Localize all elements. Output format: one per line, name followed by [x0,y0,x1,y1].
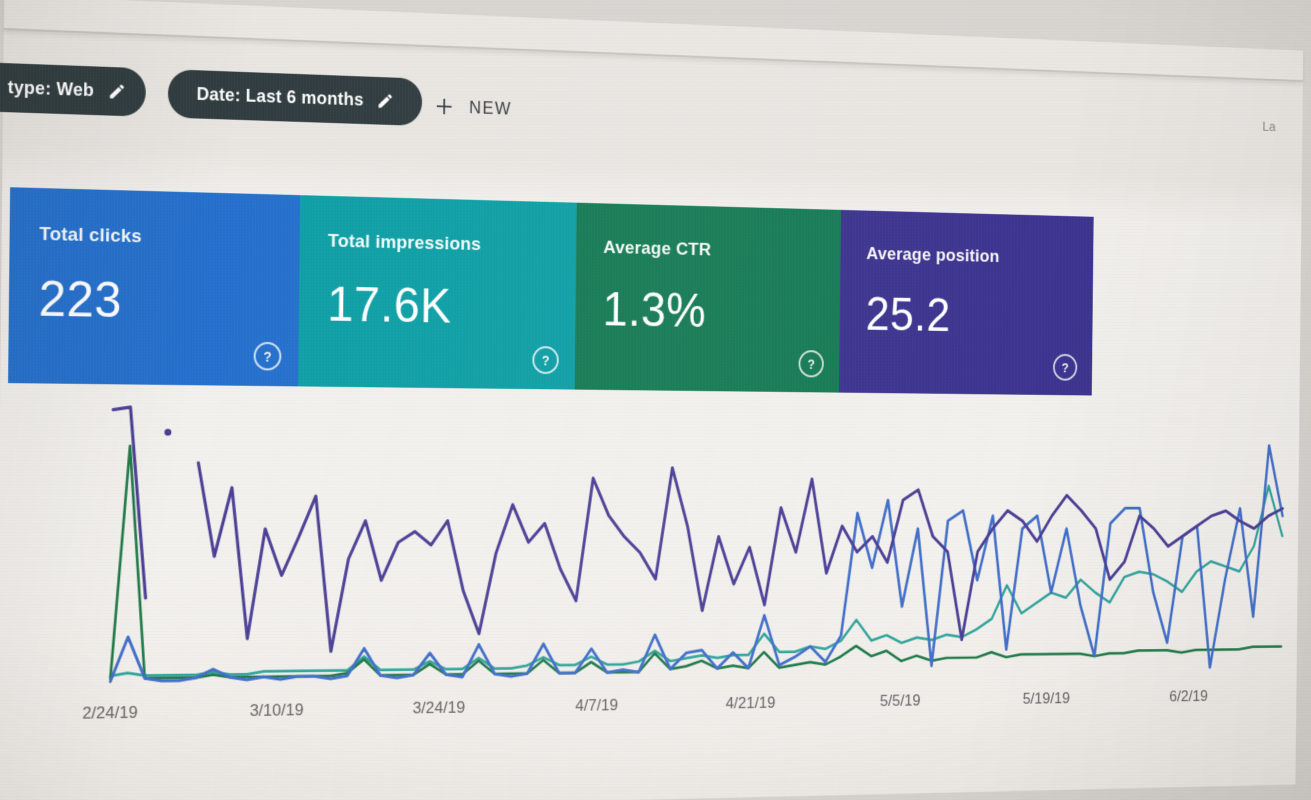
x-axis-tick-label: 4/7/19 [575,695,619,715]
metric-card-total-clicks[interactable]: Total clicks 223 ? [8,187,301,387]
new-button-label: NEW [469,97,512,118]
metric-card-total-impressions[interactable]: Total impressions 17.6K ? [298,195,577,390]
metric-card-value: 1.3% [602,282,707,338]
x-axis-tick-label: 5/5/19 [879,691,921,710]
last-updated-label: La [1262,118,1276,135]
x-axis-tick-label: 3/10/19 [249,700,304,720]
x-axis: 2/24/19 3/10/19 3/24/19 4/7/19 4/21/19 5/5/19… [26,393,1307,737]
filter-chip-search-type[interactable]: type: Web [0,58,146,117]
help-icon[interactable]: ? [532,346,559,375]
new-filter-button[interactable]: NEW [433,95,512,121]
metric-card-title: Average CTR [603,237,712,261]
metric-cards-row: Total clicks 223 ? Total impressions 17.… [8,187,1094,396]
help-glyph: ? [1061,359,1069,375]
x-axis-tick-label: 4/21/19 [725,693,776,713]
x-axis-tick-label: 6/2/19 [1169,687,1208,706]
plus-icon [433,95,455,119]
metric-card-value: 223 [38,270,123,328]
x-axis-tick-label: 2/24/19 [82,702,138,723]
pencil-icon[interactable] [108,82,127,101]
help-icon[interactable]: ? [1052,353,1078,381]
x-axis-tick-label: 5/19/19 [1022,689,1070,708]
filter-chip-label: Date: Last 6 months [196,84,364,110]
help-icon[interactable]: ? [253,341,282,371]
chart-plot-area[interactable] [27,393,1308,692]
help-glyph: ? [541,352,550,368]
help-icon[interactable]: ? [798,350,824,378]
metric-card-average-position[interactable]: Average position 25.2 ? [839,209,1094,396]
metric-card-title: Total impressions [327,230,482,255]
metric-card-title: Total clicks [39,223,142,248]
performance-chart: 2/24/19 3/10/19 3/24/19 4/7/19 4/21/19 5/5/19… [26,393,1307,737]
filter-chip-date-range[interactable]: Date: Last 6 months [167,69,423,126]
metric-card-title: Average position [866,244,1000,267]
help-glyph: ? [263,348,272,365]
metric-card-value: 25.2 [865,287,951,342]
pencil-icon[interactable] [377,92,395,111]
metric-card-value: 17.6K [326,276,452,334]
filter-chip-label: type: Web [7,77,95,101]
x-axis-tick-label: 3/24/19 [412,698,466,718]
help-glyph: ? [807,356,816,372]
metric-card-average-ctr[interactable]: Average CTR 1.3% ? [574,202,841,393]
